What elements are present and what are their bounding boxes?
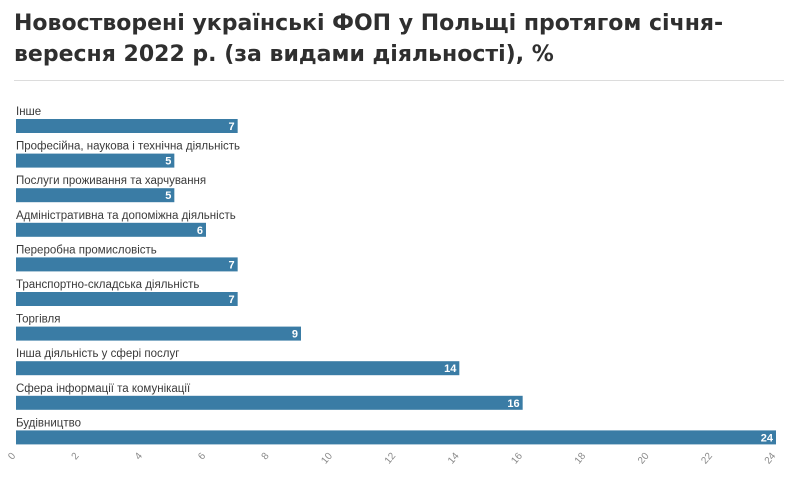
x-tick-label: 22	[699, 451, 715, 467]
bar	[16, 326, 301, 341]
title-divider	[14, 80, 784, 81]
value-label: 7	[229, 294, 235, 306]
value-label: 9	[292, 329, 298, 341]
bar-row: Професійна, наукова і технічна діяльніст…	[16, 141, 240, 168]
bar-row: Інше 7	[16, 106, 238, 133]
x-tick-label: 4	[133, 451, 145, 463]
x-tick-label: 18	[573, 451, 589, 467]
bar-row: Переробна промисловість 7	[16, 244, 238, 272]
category-label: Торгівля	[16, 314, 60, 326]
x-tick-label: 2	[70, 451, 82, 463]
category-label: Транспортно-складська діяльність	[16, 279, 199, 291]
x-tick-label: 24	[763, 451, 779, 467]
x-tick-label: 14	[446, 451, 462, 467]
category-label: Професійна, наукова і технічна діяльніст…	[16, 141, 240, 153]
category-label: Сфера інформації та комунікації	[16, 383, 191, 395]
category-label: Адміністративна та допоміжна діяльність	[16, 210, 236, 222]
value-label: 7	[229, 259, 235, 271]
value-label: 16	[507, 398, 519, 410]
category-label: Будівництво	[16, 417, 81, 429]
bar-row: Транспортно-складська діяльність 7	[16, 279, 238, 306]
category-label: Послуги проживання та харчування	[16, 175, 206, 187]
chart-title: Новостворені українські ФОП у Польщі про…	[14, 11, 724, 67]
bar	[16, 119, 238, 133]
bar-row: Будівництво 24	[16, 417, 776, 445]
value-label: 5	[165, 156, 171, 168]
x-tick-label: 20	[636, 451, 652, 467]
value-label: 24	[761, 432, 774, 444]
value-label: 6	[197, 225, 203, 237]
bar-row: Сфера інформації та комунікації 16	[16, 383, 523, 410]
x-tick-label: 6	[196, 451, 208, 463]
bar	[16, 222, 206, 237]
bar	[16, 257, 238, 272]
bar-row: Послуги проживання та харчування 5	[16, 175, 206, 203]
value-label: 7	[229, 121, 235, 133]
x-tick-label: 12	[383, 451, 399, 467]
category-label: Переробна промисловість	[16, 244, 157, 256]
bar-row: Інша діяльність у сфері послуг 14	[16, 348, 460, 376]
x-tick-label: 10	[319, 451, 335, 467]
x-tick-label: 16	[509, 451, 525, 467]
category-label: Інше	[16, 106, 41, 118]
bar	[16, 430, 776, 445]
bar	[16, 188, 175, 203]
bar	[16, 395, 523, 410]
category-label: Інша діяльність у сфері послуг	[16, 348, 179, 360]
value-label: 5	[165, 190, 171, 202]
bar	[16, 153, 175, 168]
x-tick-label: 8	[260, 451, 272, 463]
bar-row: Адміністративна та допоміжна діяльність 6	[16, 210, 236, 237]
x-tick-label: 0	[6, 451, 18, 463]
bar	[16, 361, 460, 376]
value-label: 14	[444, 363, 457, 375]
bar	[16, 292, 238, 306]
bar-row: Торгівля 9	[16, 314, 301, 341]
